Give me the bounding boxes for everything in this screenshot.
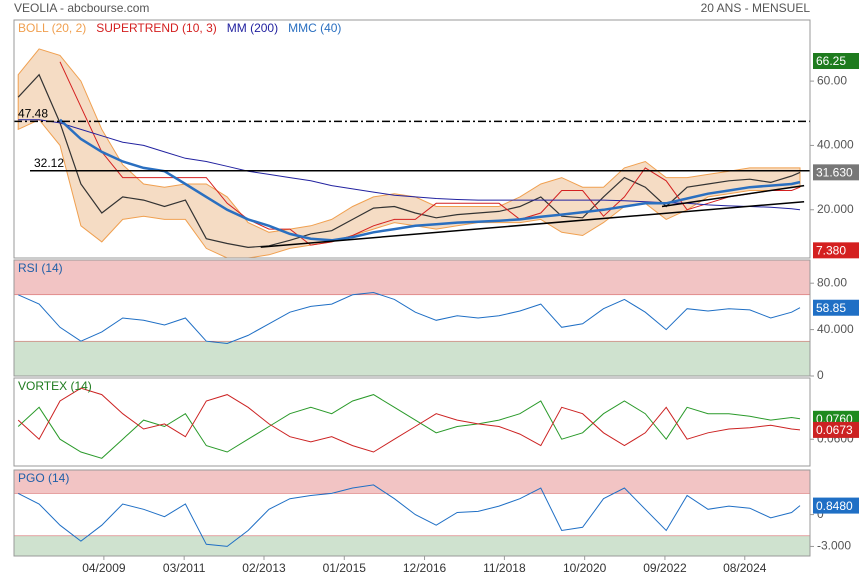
value-box-label: 7.380 (816, 244, 846, 258)
value-box (813, 299, 859, 316)
level-label: 47.48 (18, 107, 48, 121)
plot-area (14, 260, 810, 376)
value-box (813, 497, 859, 514)
zone-band (14, 535, 810, 556)
panel-border (13, 19, 811, 259)
value-box (813, 53, 859, 70)
panel-border (13, 469, 811, 557)
panel-border (13, 377, 811, 467)
panel-title: RSI (14) (18, 261, 63, 275)
series-line (17, 394, 801, 459)
level-label: 32.12 (34, 156, 64, 170)
y-tick-label: 20.000 (817, 202, 854, 216)
x-tick-label: 12/2016 (403, 561, 447, 575)
y-tick-label: 60.00 (817, 73, 847, 87)
series-line (17, 291, 801, 345)
x-tick-label: 08/2024 (723, 561, 767, 575)
y-tick-label: -3.000 (817, 539, 851, 553)
trend-line (260, 200, 805, 248)
page-title: VEOLIA - abcbourse.com (14, 1, 149, 15)
value-box (813, 242, 859, 259)
y-tick-label: 40.000 (817, 138, 854, 152)
value-box (813, 164, 859, 181)
series-line (59, 61, 801, 246)
plot-area (14, 470, 810, 556)
zone-band (14, 340, 810, 376)
zone-band (14, 470, 810, 494)
panel-title: VORTEX (14) (18, 379, 92, 393)
x-tick-label: 01/2015 (323, 561, 367, 575)
x-tick-label: 02/2013 (242, 561, 286, 575)
series-line (17, 387, 801, 453)
x-tick-label: 09/2022 (643, 561, 687, 575)
x-tick-label: 03/2011 (163, 561, 206, 575)
panel-title: PGO (14) (18, 471, 69, 485)
series-line (17, 484, 801, 547)
value-box-label: 0.0673 (816, 423, 853, 437)
value-box-label: 58.85 (816, 301, 846, 315)
y-tick-label: 40.000 (817, 322, 854, 336)
y-tick-label: 0 (817, 507, 824, 521)
plot-area (17, 387, 801, 459)
legend-entry: MM (200) (227, 21, 278, 35)
value-box-label: 0.8480 (816, 499, 853, 513)
x-tick-label: 10/2020 (563, 561, 607, 575)
legend-entry: BOLL (20, 2) (18, 21, 86, 35)
value-box (813, 421, 859, 438)
plot-area (14, 48, 810, 258)
value-box-label: 66.25 (816, 54, 846, 68)
series-line (59, 118, 801, 242)
x-tick-label: 11/2018 (483, 561, 526, 575)
zone-band (14, 260, 810, 296)
value-box-label: 31.630 (816, 166, 853, 180)
trend-line (661, 184, 805, 208)
legend-entry: SUPERTREND (10, 3) (96, 21, 216, 35)
y-tick-label: 80.00 (817, 275, 847, 289)
panel-border (13, 259, 811, 377)
y-tick-label: 0 (817, 368, 824, 382)
x-tick-label: 04/2009 (82, 561, 126, 575)
legend-entry: MMC (40) (288, 21, 341, 35)
period-label: 20 ANS - MENSUEL (701, 1, 811, 15)
price-line (17, 73, 801, 249)
